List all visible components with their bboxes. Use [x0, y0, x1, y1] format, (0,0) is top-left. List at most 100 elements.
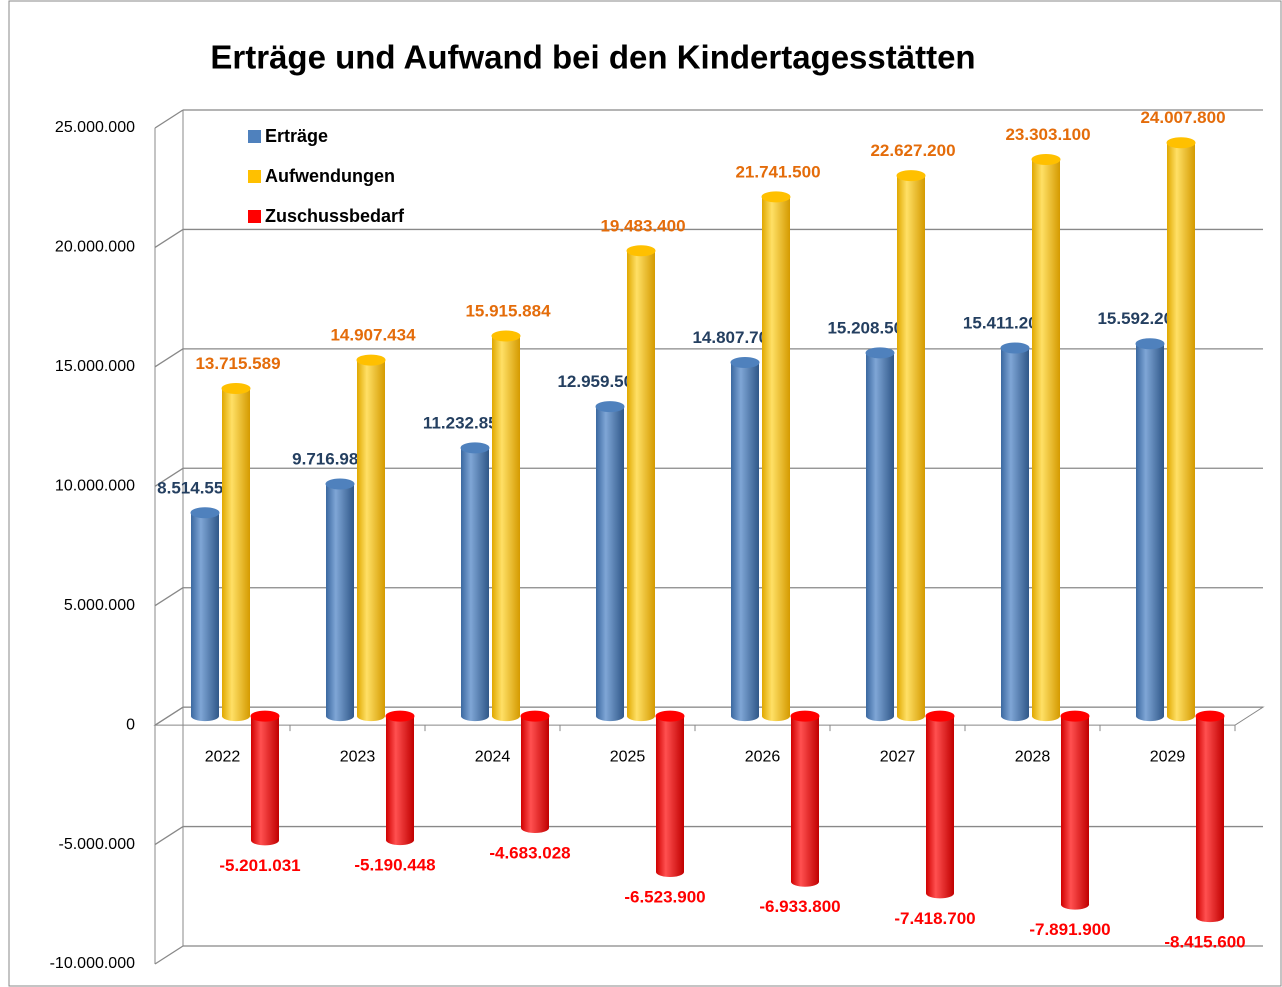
- bar-top: [925, 710, 955, 722]
- y-tick-label: 25.000.000: [55, 119, 135, 136]
- bar-bottom: [1001, 711, 1029, 722]
- bar-bottom: [191, 711, 219, 722]
- value-label: 8.514.557: [157, 478, 233, 497]
- bar-top: [356, 354, 386, 366]
- bar-bottom: [521, 823, 549, 834]
- value-label: -5.201.031: [219, 856, 300, 875]
- y-tick-label: 10.000.000: [55, 478, 135, 495]
- bar: [595, 401, 625, 722]
- bar-top: [595, 401, 625, 413]
- x-tick-label: 2024: [475, 748, 511, 765]
- bar-bottom: [386, 835, 414, 846]
- bar: [385, 710, 415, 846]
- y-tick-label: 5.000.000: [64, 597, 135, 614]
- grid-line: [154, 228, 184, 248]
- value-label: -5.190.448: [354, 856, 435, 875]
- x-tick-label: 2025: [610, 748, 646, 765]
- legend-swatch: [248, 130, 261, 143]
- bar-top: [790, 710, 820, 722]
- x-tick-label: 2026: [745, 748, 781, 765]
- x-tick-label: 2023: [340, 748, 376, 765]
- bar-body: [1001, 348, 1029, 717]
- legend-label: Aufwendungen: [265, 166, 395, 186]
- bar-body: [1032, 159, 1060, 717]
- bar-body: [926, 716, 954, 894]
- bar-body: [656, 716, 684, 872]
- bar-top: [896, 170, 926, 182]
- bar-bottom: [222, 711, 250, 722]
- bar-body: [251, 716, 279, 841]
- bar-top: [221, 383, 251, 395]
- bar: [655, 710, 685, 877]
- value-label: 11.232.856: [423, 413, 507, 432]
- bar-body: [1167, 142, 1195, 717]
- y-tick-label: -10.000.000: [50, 955, 136, 972]
- bar-bottom: [251, 835, 279, 846]
- bar-bottom: [596, 711, 624, 722]
- value-label: -8.415.600: [1164, 933, 1245, 952]
- bar-body: [492, 335, 520, 717]
- bar-top: [250, 710, 280, 722]
- bar-body: [731, 362, 759, 717]
- bar-top: [520, 710, 550, 722]
- bar-body: [386, 716, 414, 841]
- bar: [325, 478, 355, 722]
- value-label: -4.683.028: [489, 843, 570, 862]
- grid-line: [154, 467, 184, 487]
- bar-top: [1000, 342, 1030, 354]
- value-label: -6.523.900: [624, 887, 705, 906]
- x-tick-label: 2029: [1150, 748, 1186, 765]
- grid-line: [154, 348, 184, 368]
- bar-bottom: [866, 711, 894, 722]
- bar-bottom: [1061, 899, 1089, 910]
- bar: [730, 356, 760, 722]
- value-label: 15.915.884: [465, 301, 551, 320]
- bar-body: [191, 512, 219, 717]
- bar-bottom: [1167, 711, 1195, 722]
- y-tick-label: 15.000.000: [55, 358, 135, 375]
- bar: [626, 245, 656, 722]
- value-label: 13.715.589: [195, 354, 280, 373]
- bar-top: [385, 710, 415, 722]
- y-tick-label: 20.000.000: [55, 239, 135, 256]
- value-label: 19.483.400: [600, 216, 685, 235]
- bar-body: [357, 360, 385, 717]
- bar-bottom: [492, 711, 520, 722]
- value-label: 21.741.500: [735, 162, 820, 181]
- bar-body: [1136, 343, 1164, 717]
- bar-top: [1031, 154, 1061, 166]
- bar-top: [1060, 710, 1090, 722]
- bar: [520, 710, 550, 834]
- y-tick-label: 0: [126, 716, 135, 733]
- bar-body: [791, 716, 819, 882]
- bar-body: [866, 352, 894, 717]
- x-tick-label: 2022: [205, 748, 241, 765]
- bar-bottom: [326, 711, 354, 722]
- floor: [153, 706, 1265, 726]
- bar-top: [865, 347, 895, 359]
- value-label: 22.627.200: [870, 141, 955, 160]
- value-label: 15.411.200: [963, 314, 1047, 333]
- x-tick-label: 2027: [880, 748, 916, 765]
- grid-line: [154, 587, 184, 607]
- value-label: 9.716.986: [292, 450, 368, 469]
- bar-body: [326, 484, 354, 717]
- value-label: 15.592.200: [1097, 309, 1182, 328]
- bar-body: [461, 447, 489, 717]
- bar-body: [762, 196, 790, 717]
- bar-body: [627, 250, 655, 717]
- bar-bottom: [1136, 711, 1164, 722]
- x-tick-label: 2028: [1015, 748, 1051, 765]
- bar: [460, 442, 490, 722]
- bar-bottom: [656, 866, 684, 877]
- bar-top: [1195, 710, 1225, 722]
- bar-bottom: [357, 711, 385, 722]
- bar: [1000, 342, 1030, 722]
- value-label: -7.891.900: [1029, 920, 1110, 939]
- bar: [925, 710, 955, 899]
- bar-bottom: [1032, 711, 1060, 722]
- value-label: 24.007.800: [1140, 108, 1225, 127]
- bar-bottom: [1196, 912, 1224, 923]
- bar-top: [491, 330, 521, 342]
